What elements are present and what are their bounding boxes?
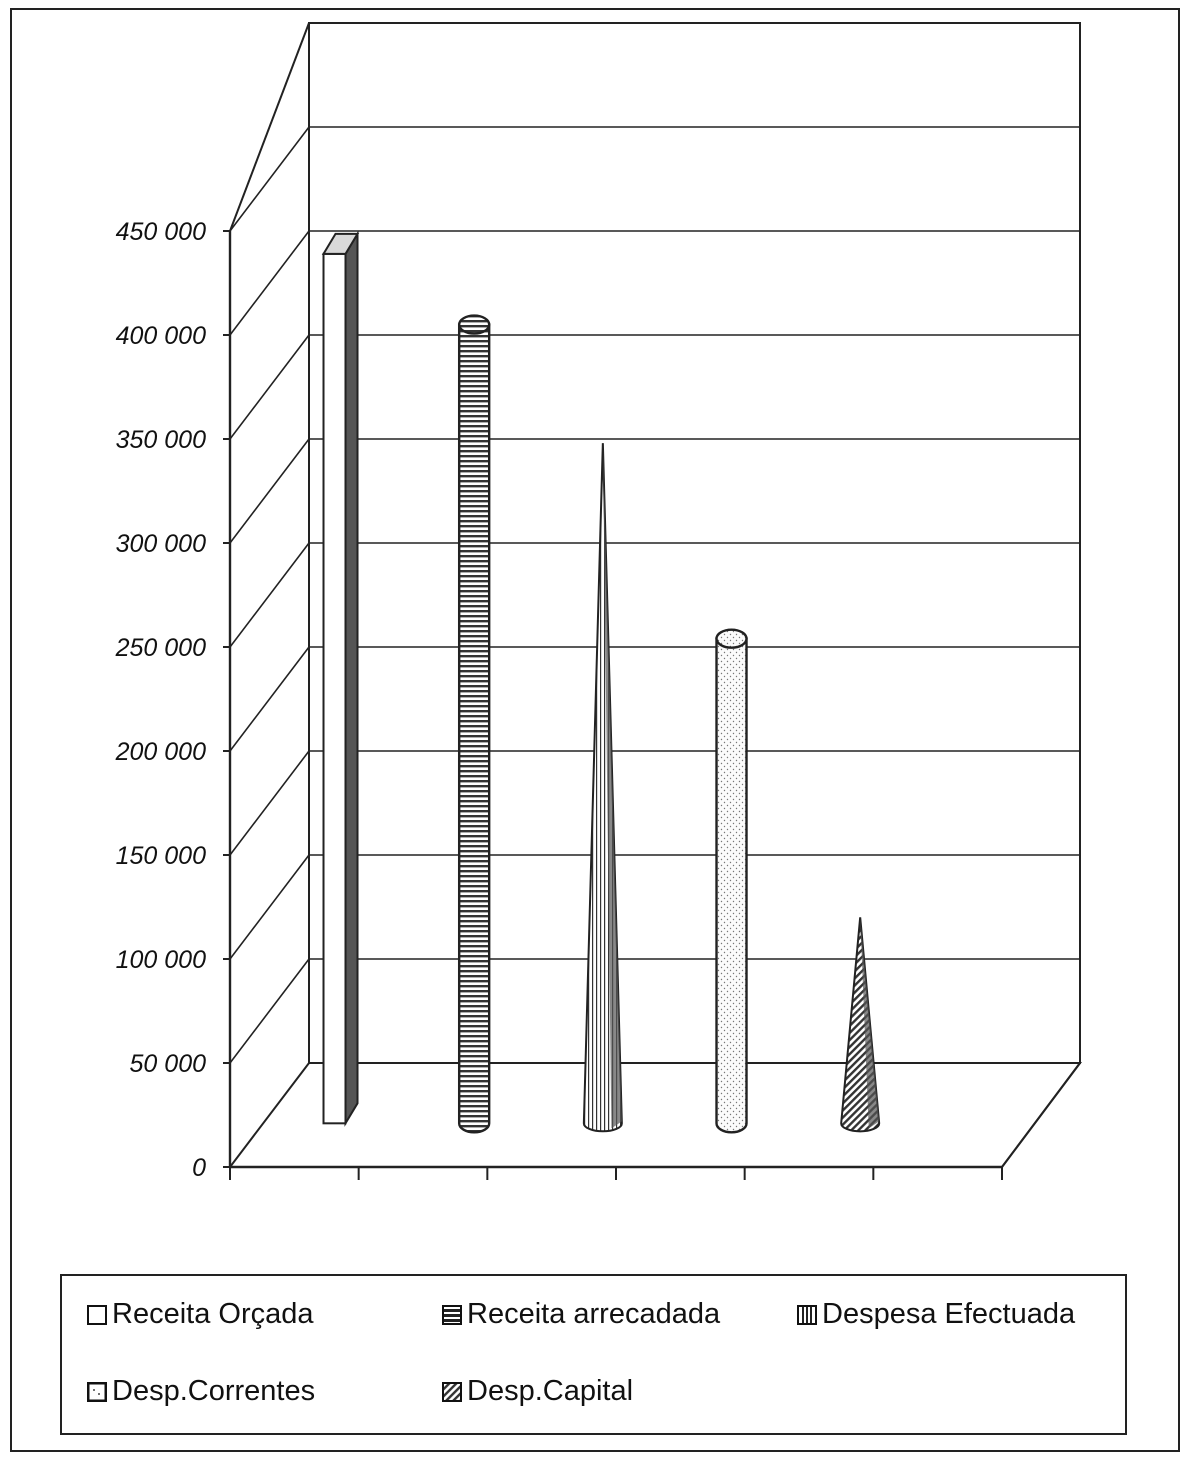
y-tick-label: 50 000 (130, 1050, 207, 1078)
legend-item-desp-capital: Desp.Capital (442, 1375, 633, 1408)
bar-side-face (344, 230, 359, 1127)
bar-5 (840, 917, 881, 1133)
bar-3 (582, 443, 623, 1133)
bar-cylinder-top (715, 628, 748, 649)
grid-diagonal (229, 646, 310, 752)
side-wall-top-edge (229, 22, 310, 232)
legend-swatch-vstripes (797, 1304, 817, 1325)
legend-label: Despesa Efectuada (822, 1298, 1076, 1330)
legend-swatch-diagonal (442, 1381, 462, 1402)
bar-cylinder-body (457, 323, 491, 1134)
legend-item-receita-arrecadada: Receita arrecadada (442, 1298, 720, 1331)
y-tick-label: 0 (192, 1154, 206, 1182)
y-tick-label: 200 000 (115, 738, 206, 766)
bar-4 (715, 628, 748, 1134)
grid-diagonal (229, 750, 310, 856)
legend-label: Desp.Capital (467, 1375, 634, 1407)
legend-swatch-dots (87, 1381, 107, 1402)
bar-top-face (321, 232, 360, 255)
legend: Receita Orçada Receita arrecadada Despes… (60, 1274, 1127, 1435)
legend-item-despesa-efectuada: Despesa Efectuada (797, 1298, 1075, 1331)
grid-diagonal (229, 854, 310, 960)
bar-1 (321, 230, 360, 1127)
legend-swatch-hstripes (442, 1304, 462, 1325)
y-tick-label: 150 000 (116, 842, 206, 870)
legend-label: Receita arrecadada (467, 1298, 721, 1330)
legend-item-desp-correntes: Desp.Correntes (87, 1375, 315, 1408)
y-tick-label: 350 000 (116, 426, 206, 454)
bar-cone-shade (602, 443, 622, 1129)
grid-diagonal (229, 958, 310, 1064)
bar-cylinder-top (457, 314, 491, 335)
bar-2 (457, 314, 491, 1134)
grid-diagonal (229, 334, 310, 440)
grid-diagonal (229, 126, 310, 232)
grid-diagonal (229, 230, 310, 336)
y-tick-label: 450 000 (116, 218, 206, 246)
legend-label: Receita Orçada (112, 1298, 314, 1330)
bar-front-face (322, 252, 347, 1125)
y-tick-label: 300 000 (116, 530, 206, 558)
grid-diagonal (229, 438, 310, 544)
legend-label: Desp.Correntes (112, 1375, 316, 1407)
y-tick-label: 250 000 (115, 634, 206, 662)
legend-item-receita-orcada: Receita Orçada (87, 1298, 314, 1331)
y-tick-label: 400 000 (116, 322, 206, 350)
floor-right-edge (1001, 1062, 1081, 1168)
y-tick-label: 100 000 (116, 946, 206, 974)
legend-swatch-white (87, 1304, 107, 1325)
grid-diagonal (229, 542, 310, 648)
bar-cone-shade (860, 917, 880, 1129)
bar-cylinder-body (715, 637, 748, 1134)
